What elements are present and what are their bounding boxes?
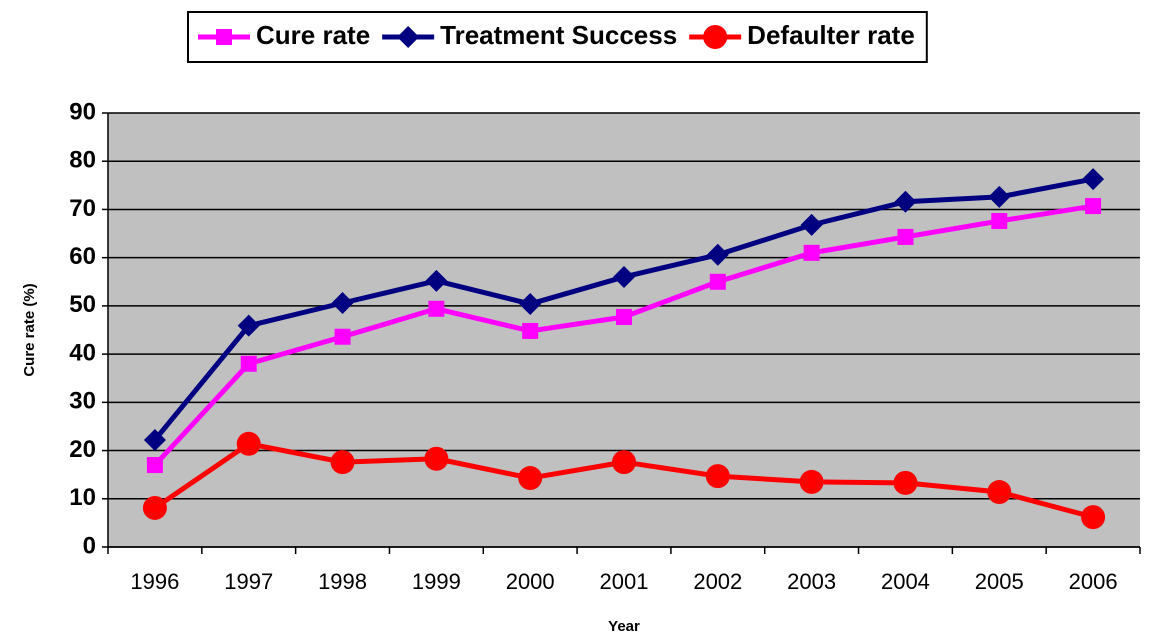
x-tick-label: 2006 (1069, 569, 1118, 594)
data-point (1085, 198, 1102, 215)
y-tick-label: 20 (69, 436, 96, 463)
x-tick-label: 2001 (600, 569, 649, 594)
data-point (331, 291, 354, 314)
legend-marker (216, 29, 232, 45)
x-tick-label: 2000 (506, 569, 555, 594)
data-point (894, 190, 917, 213)
y-tick-label: 80 (69, 147, 96, 174)
data-point (897, 228, 914, 245)
data-point (522, 322, 539, 339)
data-point (612, 450, 636, 475)
data-point (237, 314, 260, 337)
legend-marker (703, 25, 728, 49)
legend-marker (397, 26, 420, 48)
data-point (705, 464, 730, 489)
data-point (425, 269, 448, 292)
y-axis-label: Cure rate (%) (21, 283, 38, 376)
x-tick-label: 1999 (412, 569, 461, 594)
y-tick-label: 40 (69, 339, 96, 366)
data-point (613, 265, 635, 288)
legend-label: Cure rate (256, 20, 370, 50)
data-point (146, 457, 163, 474)
data-point (1082, 168, 1105, 191)
x-tick-label: 1996 (130, 569, 179, 594)
x-tick-label: 2003 (787, 569, 836, 594)
data-point (709, 273, 726, 290)
data-point (240, 355, 257, 372)
x-tick-label: 2004 (881, 569, 930, 594)
legend: Cure rate Treatment Success Defaulter rate (187, 11, 928, 63)
y-tick-label: 30 (69, 388, 96, 415)
x-tick-label: 2005 (975, 569, 1024, 594)
legend-box (187, 11, 928, 63)
y-tick-label: 70 (69, 195, 96, 222)
data-point (424, 446, 449, 471)
data-point (803, 244, 820, 261)
y-tick-label: 10 (69, 484, 96, 511)
data-point (987, 480, 1012, 505)
y-tick-label: 0 (83, 532, 96, 559)
y-tick-label: 60 (69, 243, 96, 270)
data-point (706, 243, 729, 266)
data-point (988, 185, 1011, 208)
data-point (991, 213, 1008, 230)
data-point (518, 466, 543, 491)
data-point (616, 308, 632, 325)
x-axis-label: Year (608, 618, 640, 635)
x-tick-label: 1997 (224, 569, 273, 594)
data-point (143, 428, 166, 451)
data-point (428, 300, 445, 317)
legend-label: Defaulter rate (747, 20, 915, 50)
x-tick-label: 2002 (693, 569, 742, 594)
data-point (800, 213, 823, 236)
data-point (893, 470, 918, 495)
data-point (330, 450, 355, 475)
data-point (1081, 505, 1106, 530)
y-tick-label: 90 (69, 98, 96, 125)
plot-area (108, 113, 1140, 547)
data-point (236, 431, 261, 456)
data-point (334, 328, 351, 345)
data-point (142, 495, 167, 520)
x-tick-label: 1998 (318, 569, 367, 594)
data-point (519, 292, 542, 315)
legend-label: Treatment Success (440, 20, 677, 50)
data-point (799, 469, 824, 494)
y-tick-label: 50 (69, 291, 96, 318)
